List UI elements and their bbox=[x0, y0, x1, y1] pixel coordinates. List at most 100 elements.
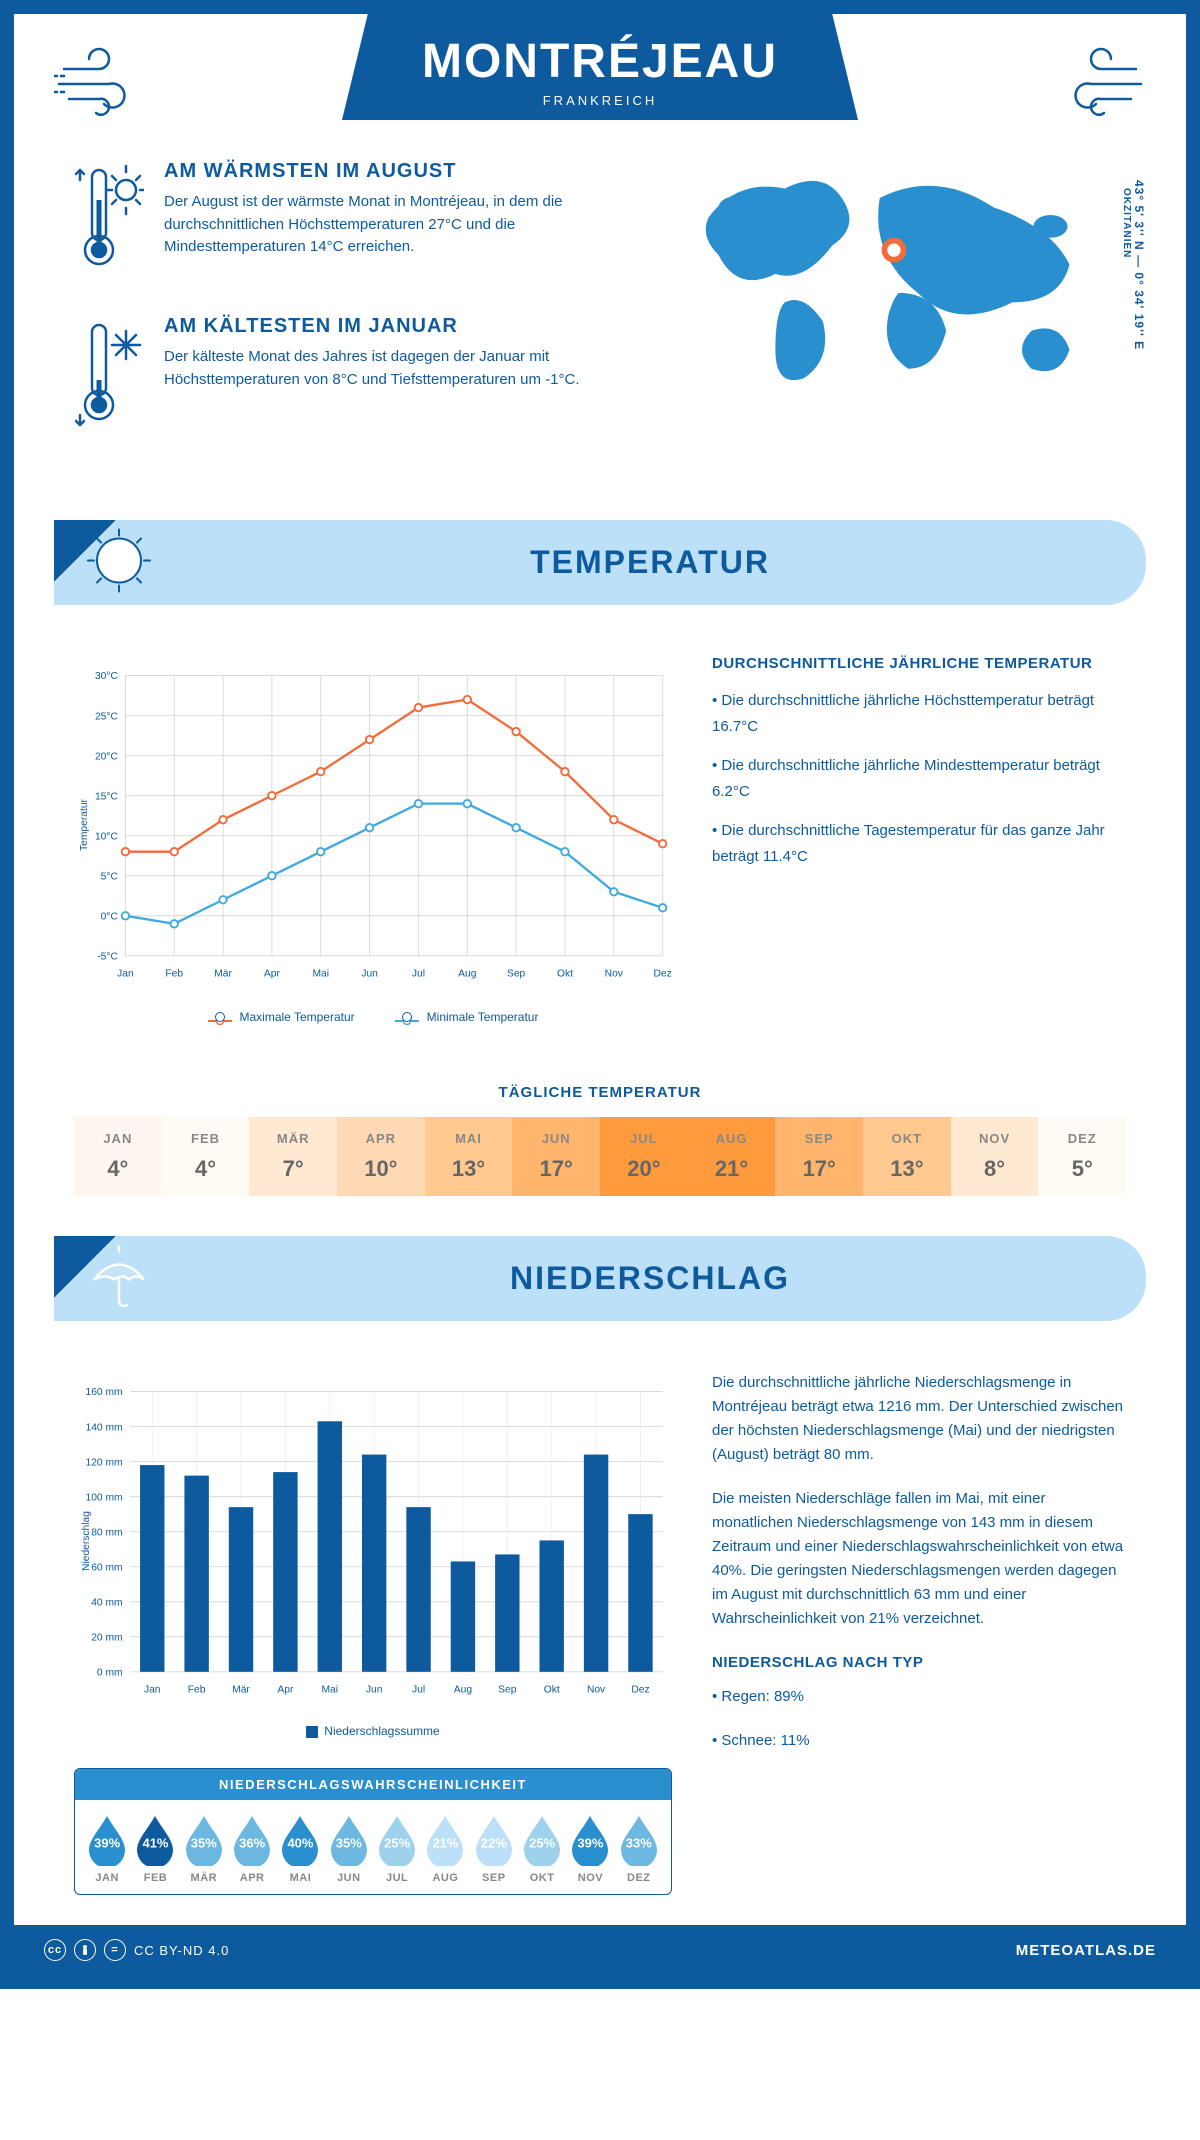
license-text: CC BY-ND 4.0 bbox=[134, 1943, 229, 1958]
daily-temp-cell: JUL20° bbox=[600, 1117, 688, 1196]
daily-temp-cell: APR10° bbox=[337, 1117, 425, 1196]
daily-temp-table: JAN4°FEB4°MÄR7°APR10°MAI13°JUN17°JUL20°A… bbox=[74, 1117, 1126, 1196]
svg-text:Jun: Jun bbox=[361, 968, 378, 979]
svg-text:100 mm: 100 mm bbox=[85, 1492, 122, 1503]
fact-warm-text: Der August ist der wärmste Monat in Mont… bbox=[164, 191, 631, 259]
fact-warmest: AM WÄRMSTEN IM AUGUST Der August ist der… bbox=[74, 160, 631, 285]
world-map: 43° 5' 3'' N — 0° 34' 19'' E OKZITANIEN bbox=[671, 160, 1126, 470]
daily-temp-cell: OKT13° bbox=[863, 1117, 951, 1196]
svg-text:Aug: Aug bbox=[458, 968, 477, 979]
svg-text:Jan: Jan bbox=[144, 1684, 161, 1695]
svg-text:-5°C: -5°C bbox=[97, 952, 118, 963]
prob-cell: 41%FEB bbox=[131, 1814, 179, 1884]
precip-legend: Niederschlagssumme bbox=[74, 1724, 672, 1738]
section-precip-banner: NIEDERSCHLAG bbox=[54, 1236, 1146, 1321]
svg-text:Apr: Apr bbox=[264, 968, 281, 979]
daily-temp-cell: JAN4° bbox=[74, 1117, 162, 1196]
daily-temp-cell: JUN17° bbox=[512, 1117, 600, 1196]
wind-icon bbox=[54, 44, 154, 129]
daily-temp-cell: FEB4° bbox=[162, 1117, 250, 1196]
temp-stat-line: • Die durchschnittliche jährliche Mindes… bbox=[712, 753, 1126, 804]
svg-text:40 mm: 40 mm bbox=[91, 1597, 122, 1608]
svg-text:Mai: Mai bbox=[322, 1684, 339, 1695]
page: MONTRÉJEAU FRANKREICH bbox=[0, 0, 1200, 1989]
svg-text:Jun: Jun bbox=[366, 1684, 383, 1695]
svg-text:Dez: Dez bbox=[654, 968, 672, 979]
svg-text:140 mm: 140 mm bbox=[85, 1422, 122, 1433]
prob-cell: 36%APR bbox=[228, 1814, 276, 1884]
precip-type-line: • Regen: 89% bbox=[712, 1685, 1126, 1709]
wind-icon bbox=[1046, 44, 1146, 129]
svg-text:Dez: Dez bbox=[631, 1684, 649, 1695]
daily-temp-title: TÄGLICHE TEMPERATUR bbox=[14, 1084, 1186, 1101]
prob-cell: 35%JUN bbox=[325, 1814, 373, 1884]
daily-temp-cell: AUG21° bbox=[688, 1117, 776, 1196]
temp-legend: Maximale Temperatur Minimale Temperatur bbox=[74, 1010, 672, 1024]
title-ribbon: MONTRÉJEAU FRANKREICH bbox=[342, 14, 858, 120]
section-temperature-banner: TEMPERATUR bbox=[54, 520, 1146, 605]
country-subtitle: FRANKREICH bbox=[422, 93, 778, 108]
svg-text:Jul: Jul bbox=[412, 968, 425, 979]
city-title: MONTRÉJEAU bbox=[422, 34, 778, 89]
svg-text:160 mm: 160 mm bbox=[85, 1387, 122, 1398]
sun-icon bbox=[84, 525, 154, 600]
prob-cell: 25%OKT bbox=[518, 1814, 566, 1884]
daily-temp-cell: NOV8° bbox=[951, 1117, 1039, 1196]
fact-cold-title: AM KÄLTESTEN IM JANUAR bbox=[164, 315, 631, 338]
temp-stat-line: • Die durchschnittliche Tagestemperatur … bbox=[712, 818, 1126, 869]
prob-cell: 22%SEP bbox=[470, 1814, 518, 1884]
fact-cold-text: Der kälteste Monat des Jahres ist dagege… bbox=[164, 346, 631, 391]
svg-text:10°C: 10°C bbox=[95, 831, 119, 842]
brand: METEOATLAS.DE bbox=[1016, 1942, 1156, 1959]
svg-text:Nov: Nov bbox=[605, 968, 624, 979]
legend-item: Minimale Temperatur bbox=[395, 1010, 539, 1024]
svg-text:15°C: 15°C bbox=[95, 791, 119, 802]
fact-warm-title: AM WÄRMSTEN IM AUGUST bbox=[164, 160, 631, 183]
thermometer-snow-icon bbox=[74, 315, 144, 440]
precipitation-text: Die durchschnittliche jährliche Niedersc… bbox=[712, 1371, 1126, 1895]
legend-item: Maximale Temperatur bbox=[208, 1010, 355, 1024]
temperature-line-chart: -5°C0°C5°C10°C15°C20°C25°C30°CJanFebMärA… bbox=[74, 655, 672, 1024]
prob-cell: 39%JAN bbox=[83, 1814, 131, 1884]
prob-cell: 39%NOV bbox=[566, 1814, 614, 1884]
svg-text:60 mm: 60 mm bbox=[91, 1562, 122, 1573]
temperature-stats: DURCHSCHNITTLICHE JÄHRLICHE TEMPERATUR •… bbox=[712, 655, 1126, 1024]
svg-text:Jul: Jul bbox=[412, 1684, 425, 1695]
intro-row: AM WÄRMSTEN IM AUGUST Der August ist der… bbox=[14, 140, 1186, 500]
svg-text:120 mm: 120 mm bbox=[85, 1457, 122, 1468]
svg-text:Apr: Apr bbox=[277, 1684, 294, 1695]
prob-cell: 33%DEZ bbox=[615, 1814, 663, 1884]
daily-temp-cell: MÄR7° bbox=[249, 1117, 337, 1196]
section-precip-title: NIEDERSCHLAG bbox=[194, 1260, 1106, 1297]
daily-temp-cell: SEP17° bbox=[775, 1117, 863, 1196]
svg-text:Mai: Mai bbox=[312, 968, 329, 979]
prob-cell: 35%MÄR bbox=[180, 1814, 228, 1884]
cc-icon: cc bbox=[44, 1939, 66, 1961]
daily-temp-cell: DEZ5° bbox=[1038, 1117, 1126, 1196]
svg-text:Feb: Feb bbox=[188, 1684, 206, 1695]
section-temperature-title: TEMPERATUR bbox=[194, 544, 1106, 581]
license: cc = CC BY-ND 4.0 bbox=[44, 1939, 229, 1961]
footer: cc = CC BY-ND 4.0 METEOATLAS.DE bbox=[14, 1925, 1186, 1975]
svg-text:30°C: 30°C bbox=[95, 671, 119, 682]
nd-icon: = bbox=[104, 1939, 126, 1961]
prob-cell: 40%MAI bbox=[276, 1814, 324, 1884]
by-icon bbox=[74, 1939, 96, 1961]
precip-type-line: • Schnee: 11% bbox=[712, 1729, 1126, 1753]
svg-text:Aug: Aug bbox=[454, 1684, 473, 1695]
svg-text:Jan: Jan bbox=[117, 968, 134, 979]
svg-text:0°C: 0°C bbox=[101, 912, 119, 923]
coordinates: 43° 5' 3'' N — 0° 34' 19'' E OKZITANIEN bbox=[1121, 180, 1146, 350]
precipitation-bar-chart: 0 mm20 mm40 mm60 mm80 mm100 mm120 mm140 … bbox=[74, 1371, 672, 1738]
svg-text:Sep: Sep bbox=[507, 968, 526, 979]
svg-text:25°C: 25°C bbox=[95, 711, 119, 722]
header: MONTRÉJEAU FRANKREICH bbox=[14, 14, 1186, 140]
prob-cell: 25%JUL bbox=[373, 1814, 421, 1884]
svg-text:Niederschlag: Niederschlag bbox=[81, 1511, 92, 1571]
thermometer-sun-icon bbox=[74, 160, 144, 285]
svg-text:Okt: Okt bbox=[557, 968, 573, 979]
precip-probability-box: NIEDERSCHLAGSWAHRSCHEINLICHKEIT 39%JAN41… bbox=[74, 1768, 672, 1895]
svg-text:Mär: Mär bbox=[232, 1684, 250, 1695]
svg-text:5°C: 5°C bbox=[101, 871, 119, 882]
temp-stat-line: • Die durchschnittliche jährliche Höchst… bbox=[712, 688, 1126, 739]
